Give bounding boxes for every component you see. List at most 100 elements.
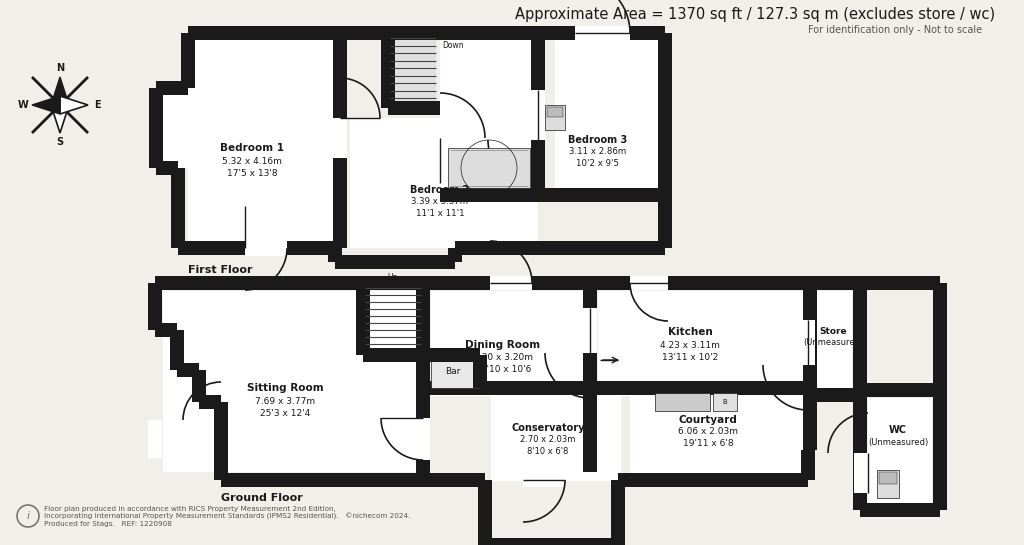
Text: (Unmeasured): (Unmeasured) [803,338,863,348]
Bar [933,390,947,510]
Bar [181,33,195,88]
Bar [335,255,455,269]
Bar [416,283,430,480]
Bar [478,480,492,545]
Bar [150,88,163,168]
Bar [618,473,808,487]
Bar [388,40,436,112]
Bar [156,81,188,95]
Bar [193,370,206,402]
Text: 3.11 x 2.86m: 3.11 x 2.86m [569,148,627,156]
Text: 10'2 x 9'5: 10'2 x 9'5 [577,159,620,167]
Text: First Floor: First Floor [188,265,253,275]
Text: 7.69 x 3.77m: 7.69 x 3.77m [255,397,315,405]
Text: For identification only - Not to scale: For identification only - Not to scale [808,25,982,35]
Text: 4.23 x 3.11m: 4.23 x 3.11m [660,341,720,349]
Bar [713,393,737,411]
Polygon shape [32,96,60,114]
Bar [362,348,423,362]
Text: Conservatory: Conservatory [511,423,585,433]
Bar [431,291,594,396]
Text: 3.30 x 3.20m: 3.30 x 3.20m [473,354,534,362]
Bar [328,248,342,262]
Bar [531,90,545,140]
Bar [611,480,625,545]
Text: 6.06 x 2.03m: 6.06 x 2.03m [678,427,738,437]
Bar [449,248,462,262]
Bar [801,320,815,365]
Bar [853,390,867,510]
Bar [388,101,440,115]
Bar [545,105,565,130]
Bar [431,355,479,388]
Bar [221,473,485,487]
Bar [440,40,538,195]
Bar [356,283,370,355]
Bar [860,503,940,517]
Bar [148,420,162,458]
Text: N: N [56,63,65,73]
Bar [333,118,347,158]
Bar [622,381,808,395]
Bar [449,148,530,188]
Text: 10'10 x 10'6: 10'10 x 10'6 [475,366,531,374]
Bar [423,381,808,395]
Text: (Unmeasured): (Unmeasured) [868,438,928,446]
Bar [531,33,545,195]
Bar [803,283,817,395]
Text: Dining Room: Dining Room [466,340,541,350]
Bar [490,396,621,481]
Text: Down: Down [442,41,464,51]
Bar [188,241,335,255]
Text: 2.70 x 2.03m: 2.70 x 2.03m [520,435,575,445]
Bar [583,283,597,472]
Text: B: B [723,399,727,405]
Bar [423,348,480,362]
Bar [538,188,665,202]
Text: Kitchen: Kitchen [668,327,713,337]
Text: W: W [17,100,29,110]
Bar [801,450,815,480]
Bar [575,26,630,40]
Bar [658,33,672,248]
Text: Floor plan produced in accordance with RICS Property Measurement 2nd Edition,
In: Floor plan produced in accordance with R… [44,506,411,528]
Polygon shape [51,105,69,133]
Bar [178,241,188,255]
Text: Bedroom 1: Bedroom 1 [220,143,284,153]
Bar [854,453,868,493]
Text: Store: Store [819,328,847,336]
Bar [583,308,597,353]
Text: 17'5 x 13'8: 17'5 x 13'8 [226,169,278,179]
Bar [877,470,899,498]
Bar [156,161,178,175]
Bar [170,330,184,370]
Text: Approximate Area = 1370 sq ft / 127.3 sq m (excludes store / wc): Approximate Area = 1370 sq ft / 127.3 sq… [515,7,995,21]
Text: Ground Floor: Ground Floor [221,493,303,503]
Bar [177,363,199,377]
Bar [868,398,932,511]
Bar [810,276,860,290]
Text: WC: WC [889,425,907,435]
Text: 19'11 x 6'8: 19'11 x 6'8 [683,439,733,449]
Bar [808,443,810,457]
Bar [199,395,221,409]
Text: Bedroom 2: Bedroom 2 [411,185,470,195]
Text: 5.32 x 4.16m: 5.32 x 4.16m [222,158,282,167]
Bar [416,418,430,460]
Bar [473,355,487,388]
Text: i: i [27,511,30,521]
Bar [803,395,817,450]
Bar [148,283,162,330]
Bar [810,388,860,402]
Text: Bedroom 3: Bedroom 3 [568,135,628,145]
Text: 13'11 x 10'2: 13'11 x 10'2 [662,353,718,361]
Bar [381,33,395,108]
Bar [188,26,665,40]
Text: Bar: Bar [445,367,461,377]
Polygon shape [51,77,69,105]
Bar [155,323,177,337]
Polygon shape [60,96,88,114]
Bar [555,40,659,195]
Bar [933,283,947,390]
Bar [485,538,618,545]
